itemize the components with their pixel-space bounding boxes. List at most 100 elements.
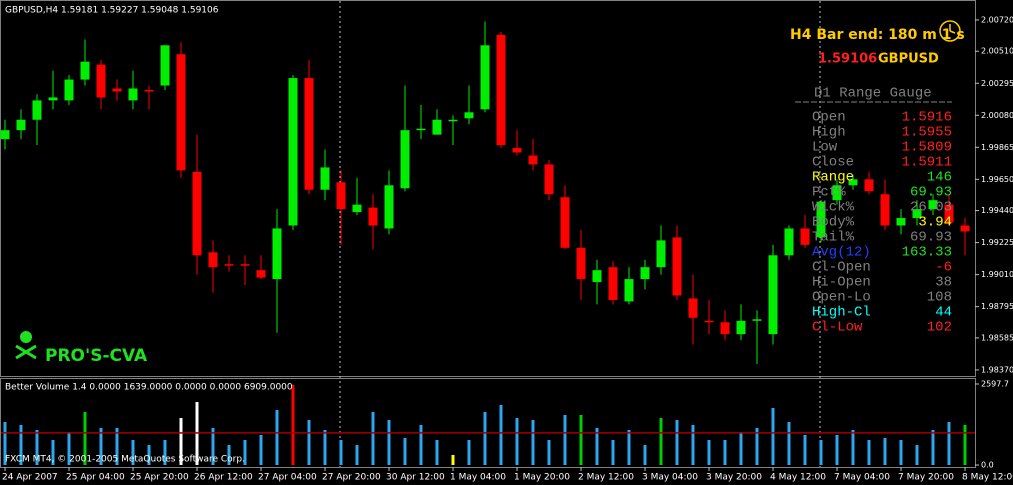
- main-panel-frame: [0, 0, 976, 377]
- volume-bar: [899, 439, 903, 465]
- gauge-value: 26.03: [910, 200, 952, 216]
- gauge-value: 102: [927, 320, 952, 336]
- volume-bar: [403, 437, 407, 465]
- volume-bar: [643, 445, 647, 465]
- gauge-label: Avg(12): [812, 245, 871, 261]
- volume-bar: [227, 445, 231, 465]
- candle-body: [16, 119, 26, 131]
- y-tick-label: 1.98795: [981, 302, 1013, 311]
- gauge-label: Hi-Open: [812, 275, 871, 291]
- gauge-value: 38: [935, 275, 952, 291]
- volume-bar: [803, 435, 807, 465]
- volume-bar: [67, 432, 71, 465]
- candle-body: [128, 88, 138, 101]
- x-tick-label: 26 Apr 12:00: [194, 473, 253, 483]
- volume-bar: [387, 420, 391, 465]
- volume-bar: [771, 408, 775, 465]
- volume-bar: [675, 420, 679, 465]
- volume-bar: [211, 427, 215, 465]
- y-tick-label: 2.00080: [981, 111, 1013, 120]
- marks: [0, 21, 975, 465]
- volume-title: Better Volume 1.4 0.0000 1639.0000 0.000…: [5, 383, 293, 393]
- candle-body: [272, 228, 282, 280]
- gauge-value: 1.5916: [902, 110, 952, 126]
- y-tick-label: 2.00720: [981, 15, 1013, 24]
- candle-body: [288, 78, 298, 226]
- volume-bar: [707, 439, 711, 465]
- volume-bar: [787, 422, 791, 465]
- volume-bar: [147, 445, 151, 465]
- current-price: 1.59106: [818, 52, 877, 67]
- x-tick-label: 2 May 12:00: [578, 473, 634, 483]
- candle-body: [544, 164, 554, 195]
- candle-body: [736, 320, 746, 335]
- volume-bar: [355, 445, 359, 465]
- bar-timer: H4 Bar end: 180 m 1 s: [790, 27, 965, 43]
- candle-body: [624, 279, 634, 302]
- candle-body: [848, 179, 858, 186]
- x-tick-label: 4 May 12:00: [770, 473, 826, 483]
- gauge-value: 69.93: [910, 185, 952, 201]
- gauge-value: 1.5955: [902, 125, 952, 141]
- x-tick-label: 7 May 04:00: [834, 473, 890, 483]
- volume-bar: [595, 427, 599, 465]
- gauge-table: Open 1.5916 High 1.5955 Low 1.5809 Close 1.5911…: [812, 110, 952, 336]
- volume-bar: [963, 424, 967, 465]
- volume-bar: [467, 439, 471, 465]
- gauge-label: Cl-Open: [812, 260, 871, 276]
- gauge-value: 146: [927, 170, 952, 186]
- volume-bar: [435, 439, 439, 465]
- volume-bar: [291, 384, 295, 465]
- candle-body: [112, 88, 122, 92]
- candle-body: [160, 45, 170, 86]
- gauge-label: Cl-Low: [812, 320, 863, 336]
- volume-bar: [579, 414, 583, 465]
- candle-body: [752, 319, 762, 321]
- y-tick-label: 1.99225: [981, 238, 1013, 247]
- volume-bar: [723, 439, 727, 465]
- volume-bar: [547, 439, 551, 465]
- candle-body: [688, 298, 698, 318]
- volume-bar: [3, 422, 7, 465]
- candle-body: [48, 97, 58, 101]
- volume-bar: [531, 420, 535, 465]
- clock-icon: [939, 20, 961, 42]
- x-tick-label: 7 May 20:00: [898, 473, 954, 483]
- gauge-value: 108: [927, 290, 952, 306]
- candle-body: [304, 78, 314, 190]
- candle-body: [208, 252, 218, 268]
- x-tick-label: 25 Apr 04:00: [66, 473, 125, 483]
- gauge-value: -6: [935, 260, 952, 276]
- candle-body: [800, 228, 810, 245]
- x-tick-label: 3 May 20:00: [706, 473, 762, 483]
- gauge-label: High-Cl: [812, 305, 871, 321]
- candle-body: [384, 185, 394, 229]
- volume-bar: [83, 411, 87, 465]
- candle-body: [0, 130, 10, 140]
- brand: PRO'S-CVA: [45, 346, 148, 366]
- volume-bar: [499, 405, 503, 465]
- gauge-label: Wick%: [812, 200, 855, 216]
- candle-body: [512, 148, 522, 153]
- volume-bar: [419, 424, 423, 465]
- candle-body: [144, 89, 154, 92]
- volume-bar: [339, 439, 343, 465]
- volume-bar: [691, 424, 695, 465]
- symbol: GBPUSD: [878, 52, 939, 67]
- candle-body: [240, 264, 250, 266]
- volume-bar: [243, 439, 247, 465]
- candle-body: [80, 61, 90, 80]
- chart-title: GBPUSD,H4 1.59181 1.59227 1.59048 1.5910…: [5, 6, 219, 16]
- candle-body: [576, 247, 586, 280]
- candle-body: [416, 128, 426, 131]
- y-tick-label: 0.0: [981, 461, 994, 470]
- candle-body: [832, 185, 842, 201]
- copyright: FXCM MT4, © 2001-2005 MetaQuotes Softwar…: [5, 455, 245, 465]
- gauge-value: 3.94: [918, 215, 952, 231]
- x-tick-label: 27 Apr 04:00: [258, 473, 317, 483]
- candle-body: [400, 130, 410, 189]
- y-tick-label: 1.98370: [981, 365, 1013, 374]
- volume-bar: [563, 414, 567, 465]
